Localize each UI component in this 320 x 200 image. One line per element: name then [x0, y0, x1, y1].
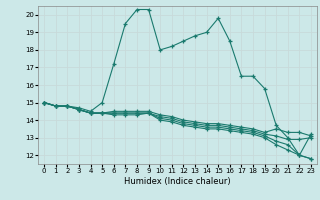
X-axis label: Humidex (Indice chaleur): Humidex (Indice chaleur) — [124, 177, 231, 186]
